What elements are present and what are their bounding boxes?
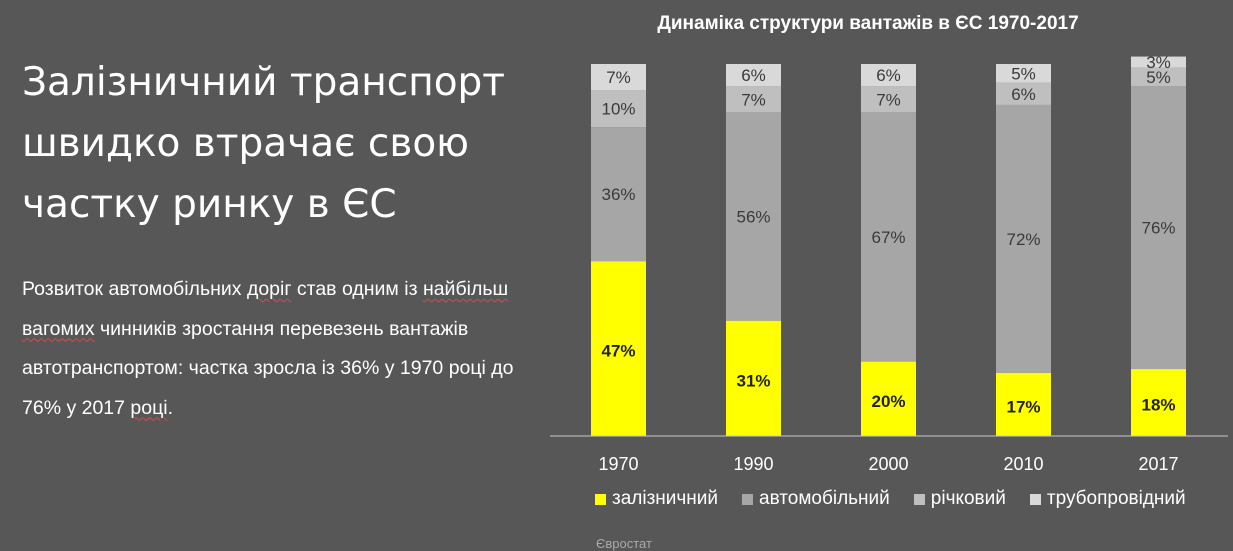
- bar-data-label: 7%: [741, 90, 766, 109]
- bar-data-label: 6%: [1011, 85, 1036, 104]
- bar-segment: [1131, 86, 1186, 370]
- bar-segment: [996, 104, 1051, 373]
- bar-data-label: 18%: [1141, 396, 1175, 415]
- bar-segment: [1131, 67, 1186, 87]
- bar-segment: [591, 261, 646, 436]
- x-tick-label: 2000: [868, 454, 908, 474]
- body-text-segment: чинників зростання перевезень вантажів а…: [22, 317, 514, 419]
- bar-segment: [726, 320, 781, 436]
- legend-item: трубопровідний: [1029, 488, 1186, 510]
- x-tick-label: 1990: [733, 454, 773, 474]
- body-text-segment: .: [167, 396, 174, 419]
- bar-data-label: 7%: [876, 90, 901, 109]
- legend-label: річковий: [930, 488, 1006, 509]
- legend-item: річковий: [913, 488, 1006, 510]
- bar-data-label: 5%: [1146, 68, 1171, 87]
- bar-data-label: 36%: [601, 185, 635, 204]
- body-text-segment: Розвиток автомобільних: [22, 278, 247, 300]
- legend-label: залізничний: [612, 488, 719, 509]
- x-tick-label: 2017: [1138, 454, 1178, 474]
- bar-segment: [996, 64, 1051, 83]
- bar-segment: [591, 127, 646, 262]
- bar-data-label: 67%: [871, 228, 905, 247]
- bar-segment: [1131, 369, 1186, 436]
- chart-title: Динаміка структури вантажів в ЄС 1970-20…: [657, 13, 1079, 34]
- bar-data-label: 56%: [736, 208, 770, 227]
- bar-segment: [861, 112, 916, 362]
- legend-item: залізничний: [595, 488, 718, 510]
- bar-data-label: 10%: [601, 100, 635, 119]
- legend-item: автомобільний: [742, 488, 890, 510]
- bar-data-label: 20%: [871, 392, 905, 411]
- bar-data-label: 6%: [741, 66, 766, 85]
- bar-data-label: 6%: [876, 66, 901, 85]
- bar-segment: [996, 82, 1051, 105]
- bar-data-label: 3%: [1146, 53, 1171, 72]
- bar-data-label: 31%: [736, 371, 770, 390]
- bar-segment: [591, 90, 646, 128]
- legend-swatch: [913, 493, 925, 505]
- bar-segment: [726, 86, 781, 113]
- bar-segment: [726, 64, 781, 87]
- chart-legend: залізничний автомобільний річковий трубопро…: [595, 488, 1186, 510]
- bar-data-label: 76%: [1141, 219, 1175, 238]
- bar-segment: [861, 64, 916, 87]
- legend-label: трубопровідний: [1046, 488, 1186, 509]
- source-note: Євростат: [596, 536, 652, 551]
- body-text-flagged-word: найбільш вагомих: [22, 278, 509, 340]
- bar-segment: [726, 112, 781, 321]
- bar-segment: [861, 86, 916, 113]
- bar-data-label: 7%: [606, 68, 631, 87]
- bar-segment: [591, 64, 646, 91]
- x-tick-label: 2010: [1003, 454, 1043, 474]
- bar-segment: [861, 361, 916, 436]
- bar-data-label: 47%: [601, 342, 635, 361]
- x-tick-label: 1970: [598, 454, 638, 474]
- slide-headline: Залізничний транспорт швидко втрачає сво…: [22, 60, 506, 227]
- bar-data-label: 5%: [1011, 64, 1036, 83]
- body-text-flagged-word: доріг: [246, 278, 292, 300]
- legend-swatch: [595, 493, 606, 505]
- bar-segment: [996, 372, 1051, 436]
- bar-data-label: 72%: [1006, 230, 1040, 249]
- body-text-flagged-word: році: [130, 396, 168, 419]
- slide-body-text: Розвиток автомобільних доріг став одним …: [22, 270, 542, 428]
- bar-data-label: 17%: [1006, 397, 1040, 416]
- body-text-segment: став одним із: [291, 278, 423, 300]
- legend-swatch: [742, 493, 754, 505]
- bar-segment: [1131, 56, 1186, 68]
- legend-label: автомобільний: [759, 488, 890, 509]
- legend-swatch: [1029, 493, 1041, 505]
